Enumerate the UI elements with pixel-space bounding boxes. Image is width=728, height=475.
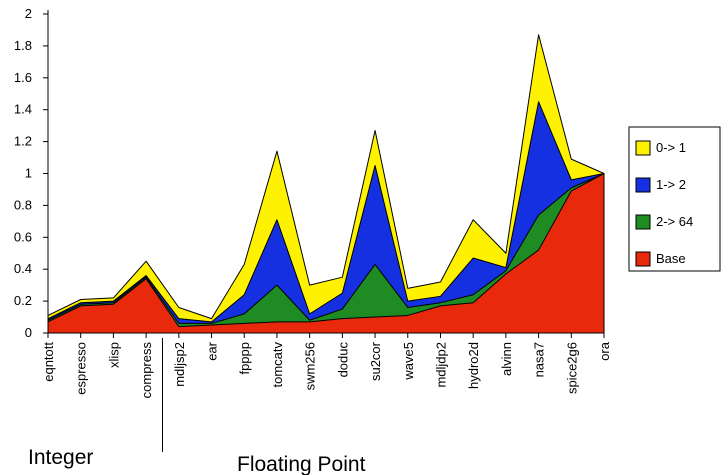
x-tick-label: xlisp xyxy=(106,342,121,368)
x-tick-label: tomcatv xyxy=(270,342,285,388)
legend-label: Base xyxy=(656,251,686,266)
category-groups: Integer Floating Point xyxy=(28,338,366,475)
x-tick-label: alvinn xyxy=(499,342,514,376)
x-tick-label: wave5 xyxy=(401,342,416,381)
x-tick-label: fpppp xyxy=(237,342,252,375)
x-tick-label: spice2g6 xyxy=(564,342,579,394)
axes: 0 0.2 0.4 0.6 0.8 1 1.2 1.4 1.6 1.8 2 eqntott espres… xyxy=(14,6,612,398)
legend-label: 2-> 64 xyxy=(656,214,693,229)
y-tick-label: 0.2 xyxy=(14,293,32,308)
area-series-base xyxy=(47,173,605,334)
legend-swatch xyxy=(635,140,651,156)
y-tick-label: 0 xyxy=(25,325,32,340)
x-tick-label: mdljdp2 xyxy=(433,342,448,388)
x-tick-label: mdljsp2 xyxy=(172,342,187,387)
x-tick-label: hydro2d xyxy=(466,342,481,389)
x-tick-label: ear xyxy=(205,341,220,360)
x-tick-label: doduc xyxy=(335,342,350,378)
x-tick-label: su2cor xyxy=(368,341,383,381)
x-tick-label: compress xyxy=(139,342,154,399)
y-tick-label: 0.4 xyxy=(14,261,32,276)
y-tick-label: 0.6 xyxy=(14,229,32,244)
legend-label: 1-> 2 xyxy=(656,177,686,192)
y-tick-label: 2 xyxy=(25,6,32,21)
legend-label: 0-> 1 xyxy=(656,140,686,155)
area-series-1-2 xyxy=(47,101,605,334)
y-tick-label: 1 xyxy=(25,166,32,181)
area-series-0-1 xyxy=(47,34,605,334)
group-label-integer: Integer xyxy=(28,446,93,469)
x-tick-label: nasa7 xyxy=(532,342,547,377)
legend-swatch xyxy=(635,214,651,230)
x-tick-label: espresso xyxy=(74,342,89,395)
x-tick-label: swm256 xyxy=(303,342,318,390)
x-tick-label: eqntott xyxy=(41,342,56,382)
legend: 0-> 1 1-> 2 2-> 64 Base xyxy=(628,126,721,272)
y-tick-label: 1.2 xyxy=(14,134,32,149)
y-tick-label: 1.6 xyxy=(14,70,32,85)
legend-swatch xyxy=(635,251,651,267)
y-tick-label: 1.4 xyxy=(14,102,32,117)
y-tick-label: 0.8 xyxy=(14,197,32,212)
x-tick-label: ora xyxy=(597,341,612,361)
y-tick-label: 1.8 xyxy=(14,38,32,53)
area-layers xyxy=(47,34,605,334)
legend-swatch xyxy=(635,177,651,193)
group-label-floating-point: Floating Point xyxy=(237,453,366,475)
